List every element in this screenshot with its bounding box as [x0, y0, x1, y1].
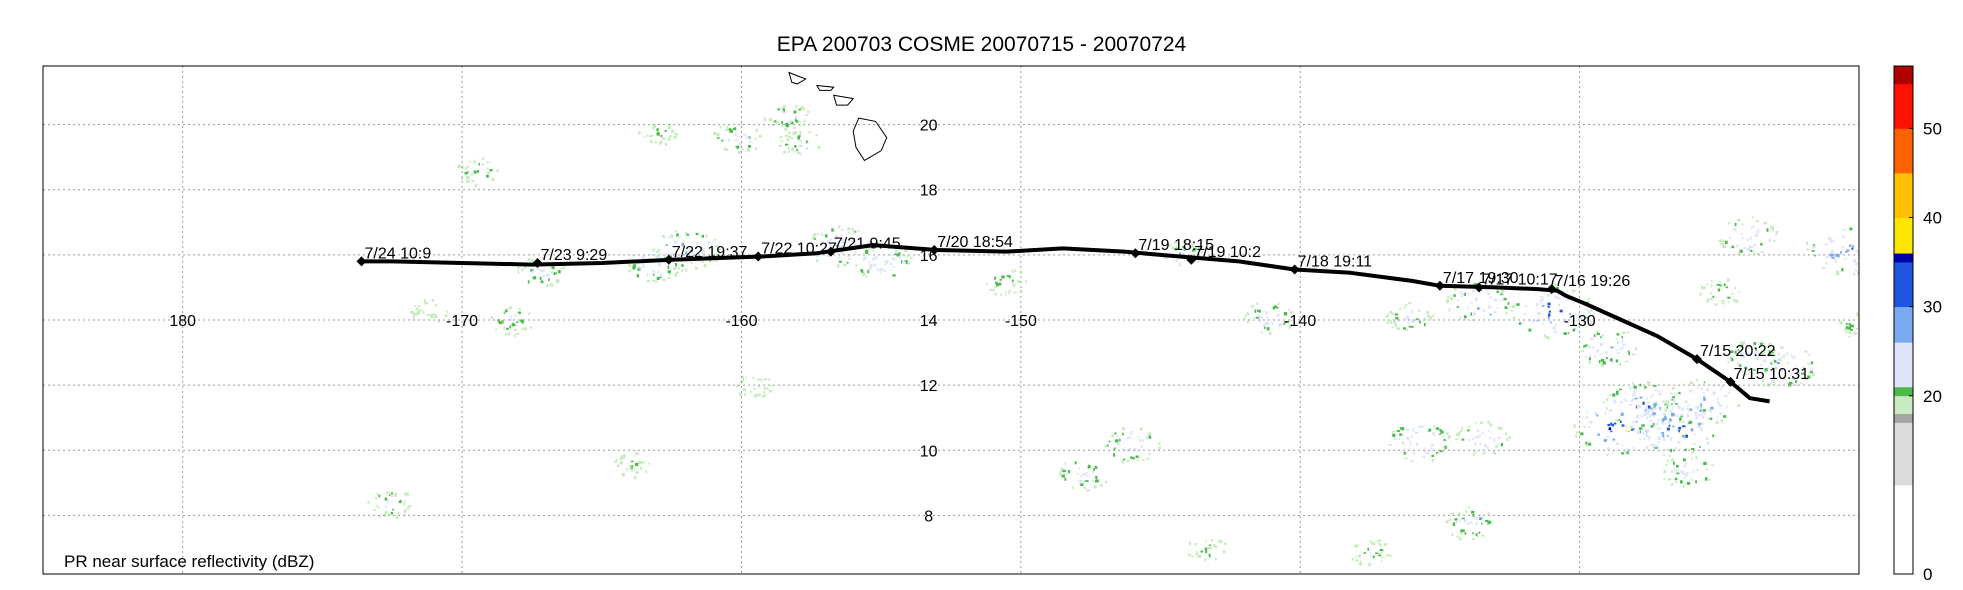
- rain-cell: [490, 306, 532, 338]
- rain-cell: [1455, 420, 1512, 456]
- track-point-marker: [929, 244, 940, 255]
- track-point-label: 7/21 9:45: [834, 236, 901, 253]
- coastline-oahu: [788, 71, 807, 85]
- storm-track-line: [361, 243, 1770, 404]
- track-point-label: 7/17 19:30: [1443, 270, 1519, 287]
- lat-tick-label: 20: [920, 118, 938, 135]
- track-point-label: 7/17 10:17: [1482, 271, 1558, 288]
- track-point-marker: [1725, 376, 1736, 387]
- track-point-label: 7/18 19:11: [1298, 254, 1373, 271]
- rain-cell: [1510, 284, 1593, 340]
- rain-cell: [1351, 539, 1392, 567]
- rain-cell: [1663, 455, 1714, 488]
- track-point-marker: [532, 258, 543, 269]
- rain-cell: [410, 299, 448, 323]
- rain-cell: [1727, 340, 1782, 376]
- colorbar-tick-label: 40: [1923, 209, 1942, 228]
- rain-cell: [638, 123, 678, 146]
- rain-cell: [1059, 461, 1108, 492]
- rain-cell: [1445, 506, 1492, 541]
- rain-cell: [1603, 381, 1678, 428]
- track-point-marker: [1186, 254, 1197, 265]
- track-point-marker: [1130, 248, 1141, 259]
- rain-cell: [1445, 281, 1512, 321]
- rain-cell: [778, 131, 821, 156]
- coastline-molokai: [815, 84, 835, 91]
- rain-cell: [1388, 425, 1451, 463]
- plot-frame: [42, 65, 1860, 575]
- rain-cell: [655, 230, 721, 272]
- coastline-big-island: [852, 117, 888, 162]
- lon-tick-label: -140: [1284, 313, 1316, 330]
- rain-cell: [1187, 539, 1227, 561]
- track-point-label: 7/16 19:26: [1555, 273, 1631, 290]
- reflectivity-caption: PR near surface reflectivity (dBZ): [64, 552, 314, 571]
- rain-cell: [986, 269, 1027, 297]
- lat-tick-label: 14: [920, 313, 938, 330]
- lat-tick-label: 18: [920, 183, 938, 200]
- rain-cell: [1385, 301, 1435, 332]
- colorbar-tick-label: 20: [1923, 387, 1942, 406]
- lon-tick-label: -150: [1005, 313, 1037, 330]
- rain-cell: [763, 104, 810, 131]
- lon-tick-label: -160: [725, 313, 757, 330]
- track-point-label: 7/15 10:31: [1733, 366, 1809, 383]
- lat-tick-label: 8: [924, 508, 933, 525]
- colorbar-frame: [1893, 65, 1914, 575]
- coastline-maui: [833, 94, 855, 106]
- colorbar-tick-label: 30: [1923, 298, 1942, 317]
- rain-cell: [1699, 278, 1741, 306]
- chart-title: EPA 200703 COSME 20070715 - 20070724: [776, 33, 1187, 56]
- track-point-marker: [663, 254, 674, 265]
- track-point-label: 7/19 10:2: [1194, 244, 1261, 261]
- lon-tick-label: 180: [169, 313, 196, 330]
- track-point-label: 7/15 20:22: [1700, 343, 1776, 360]
- lon-tick-label: -130: [1564, 313, 1596, 330]
- rain-cell: [1664, 378, 1741, 425]
- rain-cell: [456, 157, 499, 188]
- track-point-marker: [1546, 284, 1557, 295]
- colorbar-tick-label: 50: [1923, 119, 1942, 138]
- track-point-label: 7/20 18:54: [937, 234, 1013, 251]
- track-point-marker: [1434, 280, 1445, 291]
- rain-cell: [713, 123, 762, 155]
- track-point-marker: [1691, 354, 1702, 365]
- colorbar-tick-label: 0: [1923, 565, 1932, 584]
- rain-cell: [614, 452, 650, 480]
- lon-tick-label: -170: [446, 313, 478, 330]
- track-point-marker: [825, 246, 836, 257]
- track-point-label: 7/23 9:29: [541, 247, 608, 264]
- rain-cell: [1243, 302, 1294, 335]
- rain-cell: [1718, 216, 1779, 256]
- rain-cell: [367, 491, 412, 519]
- track-point-label: 7/22 10:27: [761, 241, 837, 258]
- track-point-marker: [753, 251, 764, 262]
- track-point-label: 7/19 18:15: [1138, 237, 1214, 254]
- rain-cell: [736, 375, 773, 398]
- track-point-label: 7/24 10:9: [364, 245, 431, 262]
- rain-cell: [1104, 427, 1161, 464]
- track-point-marker: [1474, 282, 1485, 293]
- track-point-marker: [356, 256, 367, 267]
- track-point-label: 7/22 19:37: [672, 244, 748, 261]
- rain-cell: [1839, 312, 1859, 338]
- lat-tick-label: 10: [920, 443, 938, 460]
- lat-tick-label: 12: [920, 378, 938, 395]
- track-point-marker: [1289, 264, 1300, 275]
- rain-cell: [1581, 330, 1638, 367]
- rain-cell: [1806, 227, 1859, 276]
